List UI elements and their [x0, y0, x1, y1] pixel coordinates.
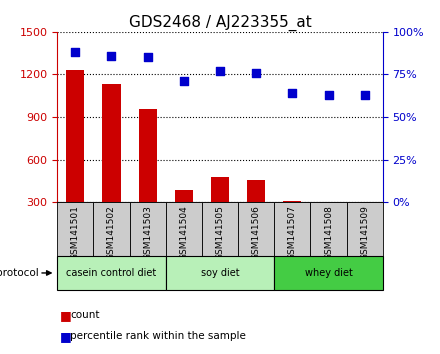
- Bar: [274, 256, 383, 290]
- Point: [325, 92, 332, 98]
- Text: percentile rank within the sample: percentile rank within the sample: [70, 331, 246, 341]
- Bar: [166, 202, 202, 256]
- Text: soy diet: soy diet: [201, 268, 239, 278]
- Bar: [274, 202, 311, 256]
- Bar: [247, 179, 265, 245]
- Text: GSM141508: GSM141508: [324, 205, 333, 260]
- Text: GSM141506: GSM141506: [252, 205, 260, 260]
- Bar: [347, 202, 383, 256]
- Bar: [93, 202, 129, 256]
- Text: ■: ■: [59, 309, 71, 321]
- Bar: [139, 109, 157, 245]
- Bar: [283, 201, 301, 245]
- Point: [144, 55, 151, 60]
- Text: whey diet: whey diet: [304, 268, 352, 278]
- Point: [361, 92, 368, 98]
- Text: ■: ■: [59, 330, 71, 343]
- Bar: [202, 202, 238, 256]
- Text: count: count: [70, 310, 100, 320]
- Bar: [238, 202, 274, 256]
- Text: GSM141509: GSM141509: [360, 205, 369, 260]
- Bar: [103, 85, 121, 245]
- Bar: [129, 202, 166, 256]
- Bar: [356, 202, 374, 245]
- Point: [180, 79, 187, 84]
- Bar: [319, 202, 337, 245]
- Text: GSM141507: GSM141507: [288, 205, 297, 260]
- Point: [216, 68, 224, 74]
- Text: GSM141502: GSM141502: [107, 205, 116, 260]
- Text: protocol: protocol: [0, 268, 38, 278]
- Text: GSM141504: GSM141504: [180, 205, 188, 260]
- Title: GDS2468 / AJ223355_at: GDS2468 / AJ223355_at: [128, 14, 312, 30]
- Text: GSM141503: GSM141503: [143, 205, 152, 260]
- Point: [108, 53, 115, 58]
- Point: [253, 70, 260, 76]
- Text: GSM141505: GSM141505: [216, 205, 224, 260]
- Bar: [166, 256, 274, 290]
- Bar: [311, 202, 347, 256]
- Point: [289, 90, 296, 96]
- Text: GSM141501: GSM141501: [71, 205, 80, 260]
- Bar: [57, 202, 93, 256]
- Bar: [211, 177, 229, 245]
- Bar: [175, 190, 193, 245]
- Text: casein control diet: casein control diet: [66, 268, 157, 278]
- Bar: [66, 70, 84, 245]
- Bar: [57, 256, 166, 290]
- Point: [72, 50, 79, 55]
